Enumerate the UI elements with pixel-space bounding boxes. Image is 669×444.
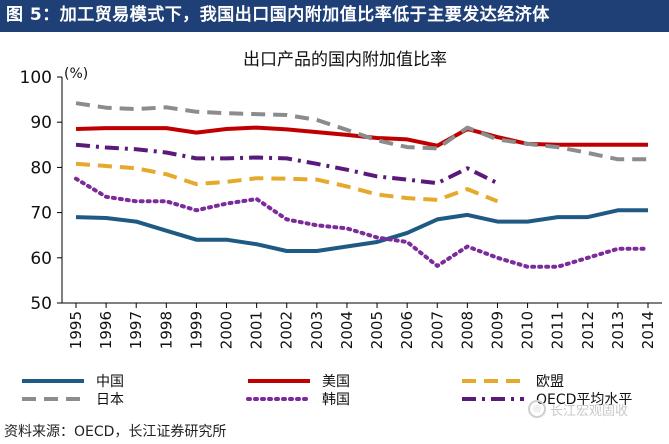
y-tick-label: 80 (30, 158, 52, 178)
y-tick-label: 90 (30, 113, 52, 133)
x-tick-label: 2013 (609, 311, 627, 349)
y-tick-label: 60 (30, 249, 52, 269)
legend-label: 韩国 (322, 392, 350, 408)
legend-label: 美国 (322, 374, 350, 390)
watermark-text: 长江宏观固收 (550, 403, 629, 419)
x-tick-label: 2010 (519, 311, 537, 349)
series-line (75, 208, 648, 253)
x-tick-label: 1999 (187, 311, 205, 349)
legend-label: 日本 (96, 392, 124, 408)
y-axis-unit-label: (%) (64, 66, 88, 82)
x-tick-label: 2008 (458, 311, 476, 349)
x-tick-label: 1997 (127, 311, 145, 349)
x-tick-label: 2014 (639, 311, 657, 349)
x-tick-label: 2004 (338, 311, 356, 349)
wechat-icon: ◎ (528, 400, 546, 418)
x-tick-label: 2007 (428, 311, 446, 349)
axes: 50 60 70 80 90 100 1995 1996 1997 1998 1999 2000 200… (20, 68, 662, 349)
y-tick-label: 50 (30, 294, 52, 314)
legend-label: OECD平均水平 (536, 392, 632, 408)
chart-title: 出口产品的国内附加值比率 (243, 50, 447, 70)
x-tick-label: 1998 (157, 311, 175, 349)
x-tick-label: 2009 (488, 311, 506, 349)
series-line (75, 101, 648, 162)
y-tick-label: 70 (30, 204, 52, 224)
y-tick-label: 100 (20, 68, 52, 88)
x-tick-label: 1996 (97, 311, 115, 349)
series-line (75, 142, 499, 186)
x-tick-label: 1995 (67, 311, 85, 349)
x-tick-label: 2011 (549, 311, 567, 349)
x-tick-label: 2000 (218, 311, 236, 349)
x-tick-label: 2005 (368, 311, 386, 349)
legend-label: 中国 (96, 374, 124, 390)
legend-label: 欧盟 (536, 374, 564, 390)
watermark: ◎ 长江宏观固收 (528, 398, 666, 420)
title-rule (0, 30, 669, 32)
series-line (75, 161, 499, 204)
x-tick-label: 2003 (308, 311, 326, 349)
x-tick-label: 2012 (579, 311, 597, 349)
line-chart: 出口产品的国内附加值比率 (%) 50 60 70 80 90 100 1995 1996 19… (20, 50, 662, 408)
source-note: 资料来源：OECD，长江证券研究所 (4, 424, 227, 440)
figure-title: 图 5：加工贸易模式下，我国出口国内附加值比率低于主要发达经济体 (0, 0, 669, 30)
x-tick-label: 2002 (278, 311, 296, 349)
series-line (74, 176, 650, 269)
series-lines (74, 101, 650, 269)
x-tick-label: 2001 (248, 311, 266, 349)
x-tick-label: 2006 (398, 311, 416, 349)
